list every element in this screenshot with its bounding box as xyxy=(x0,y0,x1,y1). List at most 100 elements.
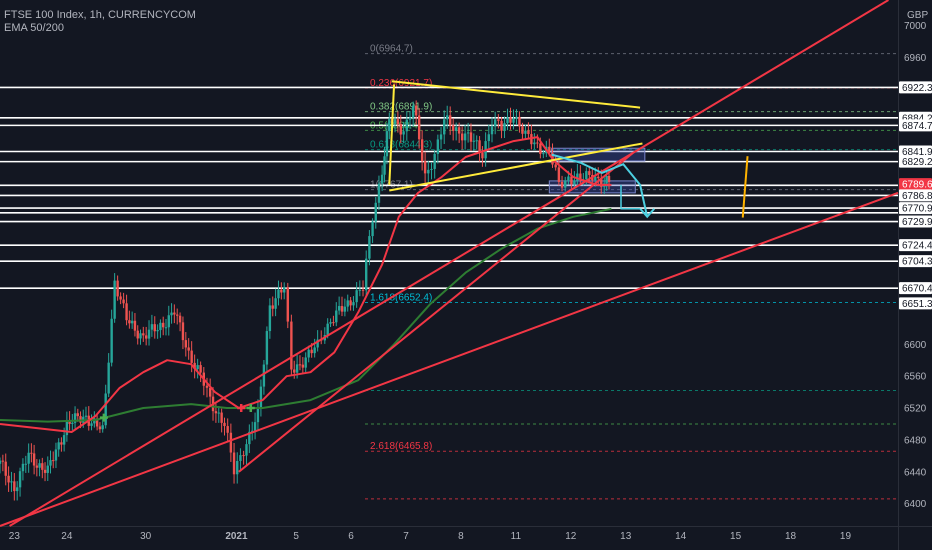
candle-body xyxy=(448,115,452,126)
candle-body xyxy=(173,312,176,315)
candle-body xyxy=(232,452,236,475)
candle-body xyxy=(147,329,151,339)
price-tick-label: 6960 xyxy=(904,53,927,64)
candle-body xyxy=(365,258,368,291)
price-tag-text: 6704.3 xyxy=(902,257,932,268)
candle-body xyxy=(245,444,248,456)
candle-body xyxy=(214,411,218,414)
candle-body xyxy=(554,164,557,168)
candle-body xyxy=(481,152,484,159)
time-tick-label: 11 xyxy=(511,531,522,542)
candle-body xyxy=(463,133,467,141)
candle-body xyxy=(420,139,424,162)
candle-body xyxy=(380,174,384,184)
candle-body xyxy=(385,131,389,157)
candle-body xyxy=(521,126,524,134)
candle-body xyxy=(493,119,497,127)
trendline xyxy=(389,142,643,192)
candle-body xyxy=(30,452,33,454)
candle-body xyxy=(76,413,79,417)
candle-body xyxy=(236,460,239,475)
candle-body xyxy=(184,340,188,348)
time-tick-label: 14 xyxy=(675,531,687,542)
candle-body xyxy=(579,173,582,180)
price-tick-label: 6480 xyxy=(904,435,927,446)
candle-body xyxy=(506,117,509,124)
candle-body xyxy=(567,176,570,181)
candle-body xyxy=(377,183,381,203)
candle-body xyxy=(181,322,185,341)
trendline xyxy=(238,152,634,473)
price-tag xyxy=(899,239,932,252)
price-tag xyxy=(899,215,932,228)
fib-level-label: 1.618(6652.4) xyxy=(370,293,432,304)
price-tag-text: 6786.8 xyxy=(902,191,932,202)
candle-body xyxy=(27,452,30,464)
candle-body xyxy=(122,299,125,304)
candle-body xyxy=(73,413,77,423)
candle-body xyxy=(49,460,52,466)
candle-body xyxy=(515,116,518,119)
candle-body xyxy=(436,139,440,154)
candle-body xyxy=(310,349,313,354)
candle-body xyxy=(265,331,269,365)
price-tag-text: 6874.7 xyxy=(902,121,932,132)
candle-body xyxy=(304,357,307,368)
candle-body xyxy=(497,119,500,121)
candle-body xyxy=(414,105,418,116)
candle-body xyxy=(7,475,10,483)
indicator-legend: EMA 50/200 xyxy=(4,22,64,34)
time-tick-label: 8 xyxy=(458,531,464,542)
candle-body xyxy=(439,134,443,140)
candle-body xyxy=(104,393,107,426)
trendline xyxy=(0,191,899,527)
candle-body xyxy=(223,422,226,427)
candle-body xyxy=(116,280,119,297)
candle-body xyxy=(1,460,5,462)
candle-body xyxy=(10,481,13,483)
candle-body xyxy=(466,132,470,134)
candle-body xyxy=(15,487,19,492)
candle-body xyxy=(119,296,122,300)
candle-body xyxy=(469,132,473,142)
candle-body xyxy=(164,327,168,329)
candle-body xyxy=(101,425,104,430)
candle-body xyxy=(332,322,335,324)
time-tick-label: 13 xyxy=(620,531,632,542)
candle-body xyxy=(226,426,229,433)
candle-body xyxy=(90,423,93,426)
candle-body xyxy=(573,180,576,185)
candle-body xyxy=(340,306,344,312)
price-tag-text: 6829.2 xyxy=(902,157,932,168)
candle-body xyxy=(423,161,427,174)
candle-body xyxy=(326,323,329,336)
candle-body xyxy=(548,146,551,153)
candle-body xyxy=(239,455,242,461)
candle-body xyxy=(313,347,316,354)
candle-body xyxy=(229,432,233,453)
time-tick-label: 6 xyxy=(348,531,354,542)
candle-body xyxy=(335,310,338,323)
candle-body xyxy=(368,236,371,259)
price-tag xyxy=(899,178,932,191)
price-tick-label: 7000 xyxy=(904,21,927,32)
price-tick-label: 6560 xyxy=(904,372,927,383)
candle-body xyxy=(530,134,533,145)
trendline xyxy=(9,0,889,527)
candle-body xyxy=(337,306,341,311)
candle-body xyxy=(95,418,99,427)
candle-body xyxy=(153,324,156,332)
price-tag xyxy=(899,282,932,295)
price-tag-text: 6724.4 xyxy=(902,241,932,252)
price-tag xyxy=(899,119,932,132)
candle-body xyxy=(396,119,400,125)
candle-body xyxy=(217,412,220,414)
candle-body xyxy=(524,130,527,134)
price-tag-text: 6789.6 xyxy=(902,180,932,191)
time-tick-label: 15 xyxy=(730,531,742,542)
candle-body xyxy=(199,365,202,373)
trendline xyxy=(741,156,749,218)
candle-body xyxy=(98,426,102,430)
